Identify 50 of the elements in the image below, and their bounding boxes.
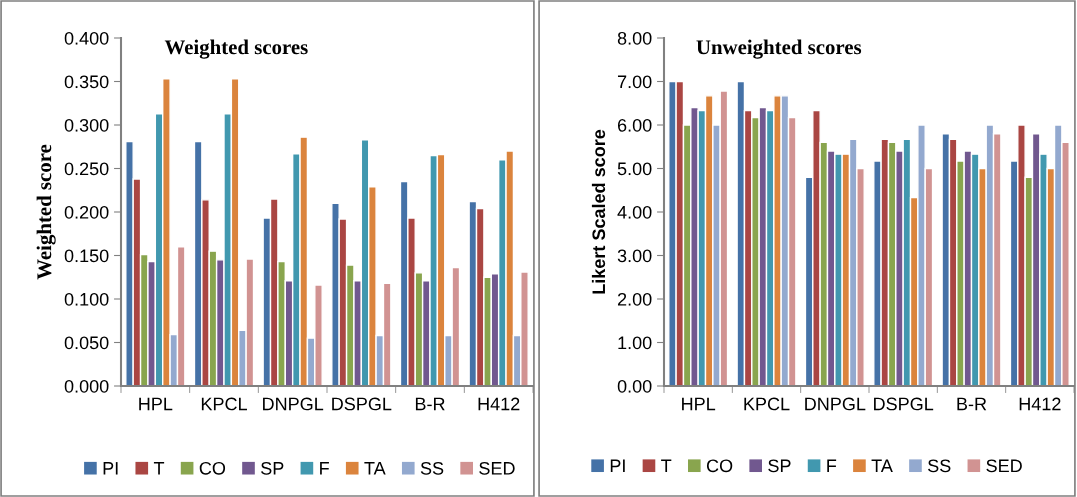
y-tick-label: 2.00 [617, 292, 652, 306]
y-tick-label: 0.400 [64, 31, 109, 45]
x-tick-label: KPCL [201, 397, 247, 411]
legend-label: SP [261, 461, 284, 475]
legend-label: PI [610, 459, 625, 473]
legend-label: T [153, 462, 165, 475]
chart-title: Unweighted scores [696, 39, 862, 59]
legend-label: T [661, 459, 672, 473]
legend-label: F [320, 462, 329, 475]
y-axis-title: Weighted score [36, 144, 56, 280]
y-tick-label: 3.00 [617, 249, 652, 263]
chart-title: Weighted scores [164, 39, 308, 59]
y-tick-label: 0.00 [617, 379, 652, 393]
legend-label: CO [199, 461, 226, 475]
legend-label: TA [364, 462, 386, 475]
y-axis-title: Likert Scaled score [591, 129, 606, 294]
y-tick-label: 8.00 [617, 31, 652, 45]
y-tick-label: 0.050 [64, 336, 109, 350]
x-tick-label: B-R [957, 397, 987, 411]
legend-label: TA [871, 459, 893, 473]
legend-label: SP [768, 459, 791, 473]
legend-label: SED [479, 461, 515, 475]
x-tick-label: H412 [478, 397, 520, 411]
x-tick-label: B-R [415, 397, 445, 411]
y-tick-label: 0.250 [64, 162, 109, 176]
y-tick-label: 4.00 [617, 205, 652, 219]
legend-label: CO [706, 459, 733, 473]
x-tick-label: HPL [682, 397, 716, 411]
y-tick-label: 0.350 [64, 75, 109, 89]
legend-label: SS [928, 459, 951, 473]
x-tick-label: HPL [139, 397, 173, 411]
x-tick-label: DNPGL [263, 397, 324, 411]
legend-label: PI [103, 462, 118, 475]
y-tick-label: 6.00 [617, 118, 652, 132]
y-tick-label: 0.200 [64, 205, 109, 219]
legend-label: SED [986, 459, 1022, 473]
y-tick-label: 0.150 [64, 249, 109, 263]
x-tick-label: DNPGL [805, 397, 866, 411]
y-tick-label: 0.100 [64, 292, 109, 306]
x-tick-label: H412 [1019, 397, 1061, 411]
y-tick-label: 7.00 [617, 75, 652, 89]
y-tick-label: 0.300 [64, 118, 109, 132]
x-tick-label: KPCL [744, 397, 790, 411]
y-tick-label: 0.000 [64, 379, 109, 393]
y-tick-label: 1.00 [618, 336, 652, 350]
legend-label: F [827, 459, 837, 473]
legend-label: SS [420, 461, 444, 475]
y-tick-label: 5.00 [617, 162, 652, 176]
x-tick-label: DSPGL [874, 397, 934, 411]
x-tick-label: DSPGL [332, 397, 392, 411]
